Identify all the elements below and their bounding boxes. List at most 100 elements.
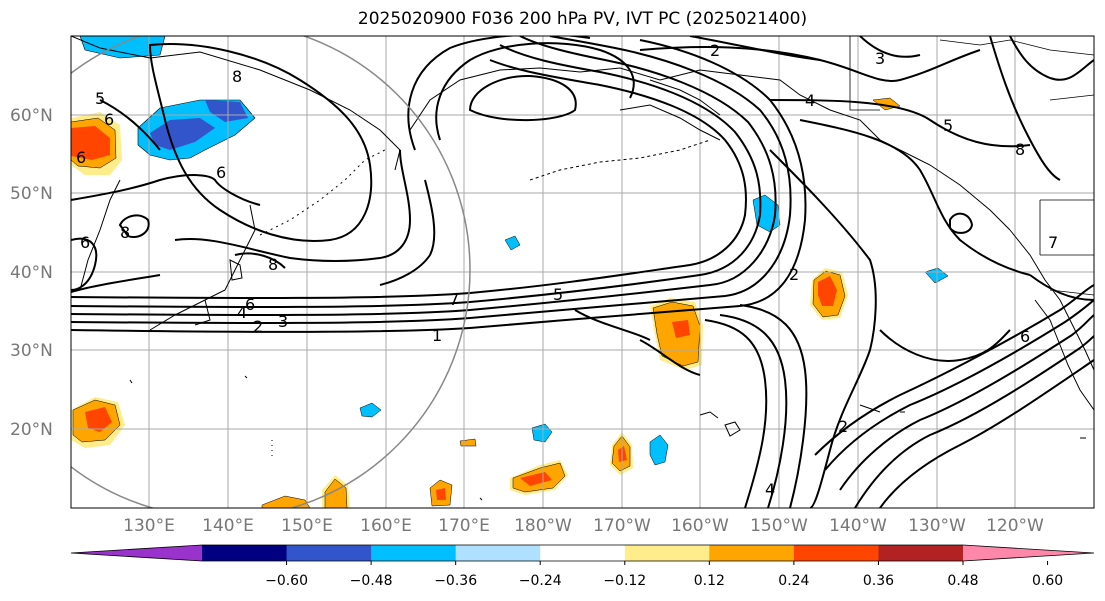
lon-label: 140°W [829,516,887,536]
pv-contour-line [799,119,1031,276]
pv-contour-line [949,212,974,234]
colorbar: −0.60 −0.48 −0.36 −0.24 −0.12 0.12 0.24 0.36 0.4… [70,544,1095,589]
colorbar-segment [455,545,541,561]
pv-contour-line [71,174,261,206]
pv-contour-line [704,319,768,508]
contour-label: 3 [875,49,885,68]
lat-label: 30°N [10,341,53,361]
colorbar-tick-label: 0.36 [863,573,894,589]
pv-contour-line [879,329,1011,362]
colorbar-outline [70,544,1095,562]
positive-ivt-patch [71,126,110,160]
longitude-labels: 130°E 140°E 150°E 160°E 170°E 180°W 170°… [123,516,1044,536]
pv-contour-line [1029,274,1094,301]
lon-label: 160°W [671,516,729,536]
pv-contour-line [769,149,877,508]
pv-contour-line [468,74,577,122]
contour-labels: 2 3 8 4 5 5 6 6 6 8 6 8 8 6 4 2 3 1 7 5 … [76,41,1058,499]
contour-label: 5 [943,116,953,135]
colorbar-segment [202,545,288,561]
pv-contour-line [859,36,921,58]
contour-label: 6 [216,163,226,182]
colorbar-tick-label: 0.60 [1032,573,1063,589]
colorbar-segment [624,545,710,561]
ivt-fill-layer [71,36,949,508]
pv-contour-line [814,284,1094,456]
map-frame [70,35,1095,509]
pv-contour-line [71,36,777,317]
positive-ivt-patch [672,320,690,338]
colorbar-tick-label: 0.24 [778,573,809,589]
lon-label: 160°E [360,516,412,536]
pv-contour-line [989,36,1061,181]
pv-contour-line [854,335,1094,508]
pv-contour-line [379,179,436,286]
contour-label: 3 [278,312,288,331]
negative-ivt-patch [649,434,669,466]
lat-label: 40°N [10,263,53,283]
contour-label: 5 [95,89,105,108]
contour-label: 6 [104,110,114,129]
positive-ivt-patch [436,488,446,500]
coastlines [71,36,1094,501]
pv-contour-line [739,304,808,508]
positive-ivt-patch [520,472,552,486]
colorbar-tick-label: 0.48 [947,573,978,589]
lon-label: 150°W [750,516,808,536]
colorbar-segment [709,545,795,561]
contour-label: 5 [553,285,563,304]
pv-contour-line [839,314,1094,491]
colorbar-segment [286,545,372,561]
contour-label: 8 [1015,140,1025,159]
colorbar-tick-label: −0.24 [519,573,562,589]
lon-label: 140°E [202,516,254,536]
pv-contours [71,36,1094,508]
negative-ivt-patch [359,402,382,418]
map-title: 2025020900 F036 200 hPa PV, IVT PC (2025… [357,9,808,29]
lon-label: 120°W [986,516,1044,536]
colorbar-tick-label: −0.48 [350,573,393,589]
colorbar-segment [371,545,457,561]
pv-contour-line [769,99,1031,148]
contour-label: 7 [449,290,459,309]
pv-contour-line [435,42,635,141]
pv-contour-line [174,149,412,262]
lat-label: 20°N [10,420,53,440]
colorbar-tick-label: 0.12 [694,573,725,589]
colorbar-tick-label: −0.36 [434,573,477,589]
contour-label: 4 [805,91,815,110]
contour-label: 2 [838,417,848,436]
pv-contour-line [824,299,1094,471]
pv-contour-line [148,43,373,242]
pv-contour-line [689,36,821,61]
positive-ivt-patch [324,478,348,508]
pv-contour-line [71,59,747,300]
lat-label: 50°N [10,184,53,204]
colorbar-extend-high [963,545,1094,561]
contour-label: 2 [710,41,720,60]
lon-label: 150°E [281,516,333,536]
negative-ivt-patch [504,235,521,251]
pv-contour-line [118,214,150,238]
pv-contour-line [639,339,701,376]
pv-contour-line [71,44,762,309]
pv-contour-line [879,359,1094,508]
graticule [71,36,1094,508]
pv-contour-line [71,36,792,325]
negative-ivt-patch [205,100,248,122]
lat-label: 60°N [10,106,53,126]
lon-label: 170°W [593,516,651,536]
contour-label: 4 [765,480,775,499]
contour-label: 6 [76,148,86,167]
pv-contour-line [407,36,591,151]
pv-contour-line [71,237,98,291]
contour-label: 8 [268,255,278,274]
contour-label: 8 [232,67,242,86]
contour-label: 4 [237,303,247,322]
contour-label: 6 [245,295,255,314]
reference-circle [71,36,471,508]
pv-contour-line [639,46,981,82]
pv-contour-line [574,309,651,341]
colorbar-segment [793,545,879,561]
colorbar-extend-low [71,545,202,561]
